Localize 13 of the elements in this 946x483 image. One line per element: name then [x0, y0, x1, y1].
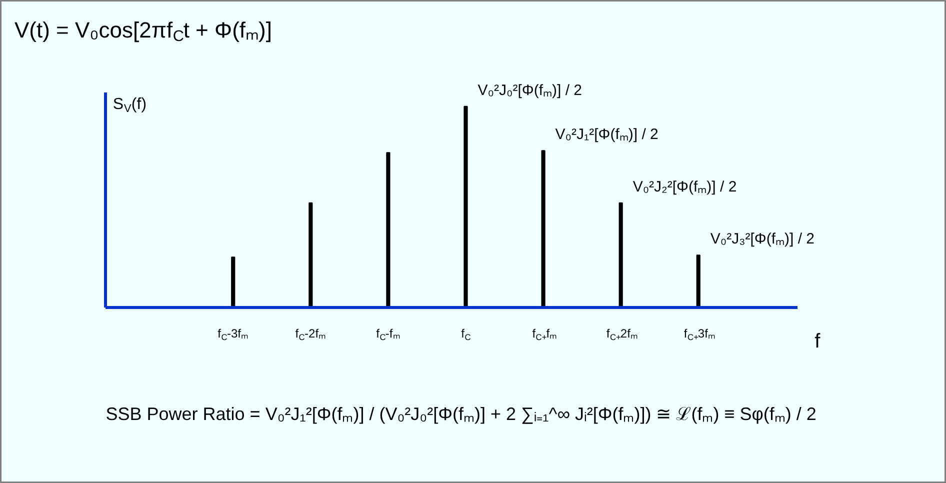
- bar: [386, 152, 390, 308]
- bar: [618, 202, 623, 308]
- bar: [308, 202, 313, 308]
- annotation: V₀²J₁²[Φ(fₘ)] / 2: [555, 126, 658, 144]
- bar: [541, 150, 546, 308]
- annotation: V₀²J₂²[Φ(fₘ)] / 2: [632, 178, 737, 196]
- bar: [231, 256, 236, 308]
- annotation: V₀²J₃²[Φ(fₘ)] / 2: [710, 230, 815, 248]
- bar: [696, 254, 700, 308]
- text: SSB Power Ratio = V₀²J₁²[Φ(fₘ)] / (V₀²J₀²[Φ(fₘ)] + 2 ∑ᵢ₌₁^∞ Jᵢ²[Φ(fₘ)]) ≅ ℒ(fₘ) ≡ Sφ(fₘ) / 2: [106, 404, 816, 424]
- annotation: V₀²J₀²[Φ(fₘ)] / 2: [478, 82, 582, 99]
- bar: [464, 106, 468, 308]
- x-axis-title: f: [814, 330, 821, 353]
